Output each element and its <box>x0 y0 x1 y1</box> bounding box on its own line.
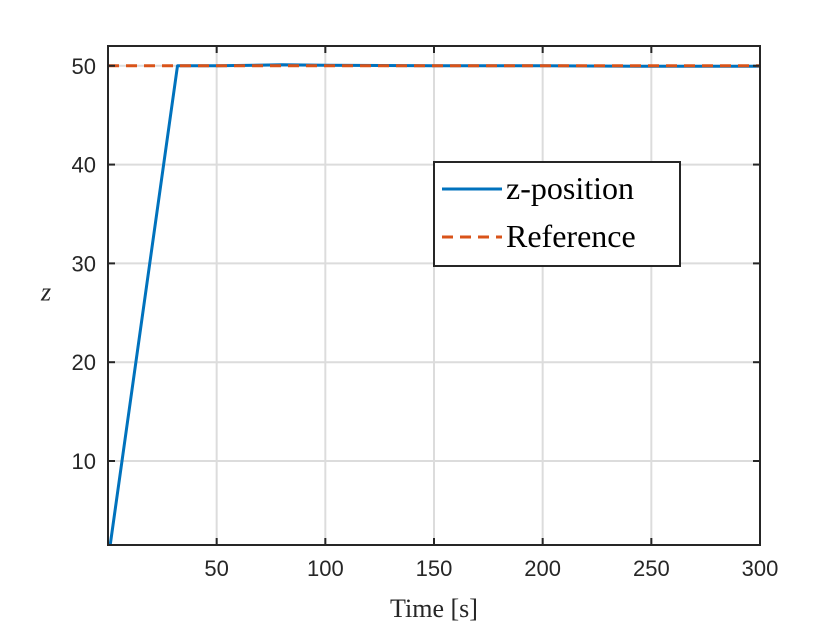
x-tick-label: 50 <box>204 556 228 581</box>
legend-box <box>433 161 681 267</box>
y-axis-ticks: 10 20 30 40 50 <box>72 54 760 474</box>
series-group <box>108 63 760 546</box>
x-tick-label: 300 <box>742 556 779 581</box>
x-tick-label: 200 <box>524 556 561 581</box>
y-tick-label: 40 <box>72 153 96 178</box>
x-axis-ticks: 50 100 150 200 250 300 <box>204 46 778 581</box>
x-tick-label: 100 <box>307 556 344 581</box>
legend-label: z-position <box>506 170 634 206</box>
series-line-z-position <box>108 63 760 546</box>
y-tick-label: 30 <box>72 251 96 276</box>
y-tick-label: 20 <box>72 350 96 375</box>
y-tick-label: 50 <box>72 54 96 79</box>
y-axis-label: z <box>40 278 51 307</box>
legend-label: Reference <box>506 218 636 254</box>
y-tick-label: 10 <box>72 449 96 474</box>
x-tick-label: 250 <box>633 556 670 581</box>
legend: z-position Reference <box>433 161 681 267</box>
x-axis-label: Time [s] <box>390 594 478 623</box>
grid <box>108 46 761 545</box>
x-tick-label: 150 <box>416 556 453 581</box>
